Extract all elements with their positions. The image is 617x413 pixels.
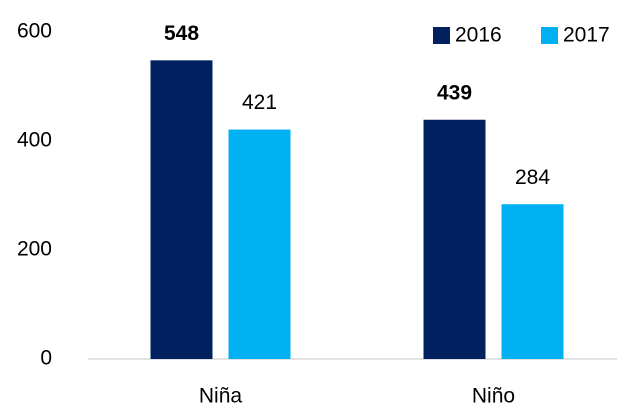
legend-swatch [433,27,450,44]
legend-swatch [541,27,558,44]
bar [228,129,291,359]
data-label: 439 [437,81,472,104]
y-tick-label: 400 [17,129,52,152]
legend-label: 2017 [563,24,610,47]
legend-label: 2016 [455,24,502,47]
bar [501,204,564,359]
data-label: 284 [515,166,550,189]
x-tick-label: Niña [199,385,243,408]
bar [423,119,486,360]
bar [150,60,213,360]
y-tick-label: 0 [40,347,52,370]
y-tick-label: 600 [17,20,52,43]
x-tick-label: Niño [472,385,515,408]
data-label: 548 [164,22,199,45]
y-tick-label: 200 [17,238,52,261]
data-label: 421 [242,91,277,114]
